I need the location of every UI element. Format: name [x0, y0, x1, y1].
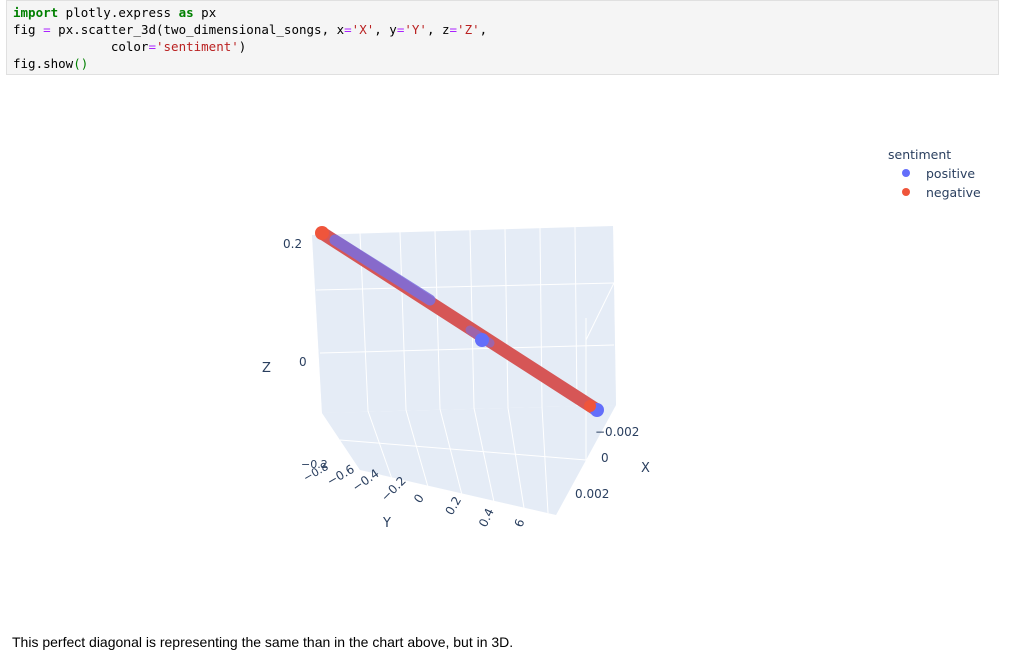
point-negative — [315, 226, 329, 240]
plot-output[interactable]: 0.2 0 −0.2 Z −0.8 −0.6 −0.4 −0.2 0 0.2 0… — [0, 80, 1013, 620]
x-tick-0: −0.002 — [595, 425, 639, 439]
x-tick-2: 0.002 — [575, 487, 609, 501]
y-tick-5: 0.2 — [442, 494, 464, 518]
z-axis-title: Z — [262, 361, 271, 376]
code-line-4: fig.show() — [13, 56, 89, 71]
code-line-3: color='sentiment') — [13, 39, 247, 54]
floor-grid — [339, 406, 587, 514]
positive-band-1 — [329, 234, 436, 306]
scatter-points — [315, 226, 604, 417]
code-line-1: import plotly.express as px — [13, 5, 217, 20]
y-tick-6: 0.4 — [476, 506, 497, 529]
y-tick-7: 6 — [512, 517, 528, 529]
floor-plane — [322, 405, 616, 515]
y-tick-4: 0 — [411, 491, 427, 505]
x-axis-title: X — [641, 461, 650, 476]
side-wall-grid — [585, 282, 615, 460]
scatter-3d-plot[interactable]: 0.2 0 −0.2 Z −0.8 −0.6 −0.4 −0.2 0 0.2 0… — [0, 80, 1013, 620]
legend-marker-negative — [902, 188, 910, 196]
legend-marker-positive — [902, 169, 910, 177]
legend-label-positive: positive — [926, 166, 976, 181]
code-line-2: fig = px.scatter_3d(two_dimensional_song… — [13, 22, 488, 37]
legend-title: sentiment — [888, 147, 952, 162]
y-axis-title: Y — [382, 516, 391, 531]
z-tick-2: −0.2 — [301, 458, 328, 471]
code-cell[interactable]: import plotly.express as px fig = px.sca… — [6, 0, 999, 75]
markdown-text: This perfect diagonal is representing th… — [12, 634, 514, 650]
z-tick-1: 0 — [299, 355, 307, 369]
point-positive — [475, 333, 489, 347]
z-tick-0: 0.2 — [283, 237, 302, 251]
legend-label-negative: negative — [926, 185, 981, 200]
x-tick-1: 0 — [601, 451, 609, 465]
point-negative — [584, 400, 596, 412]
